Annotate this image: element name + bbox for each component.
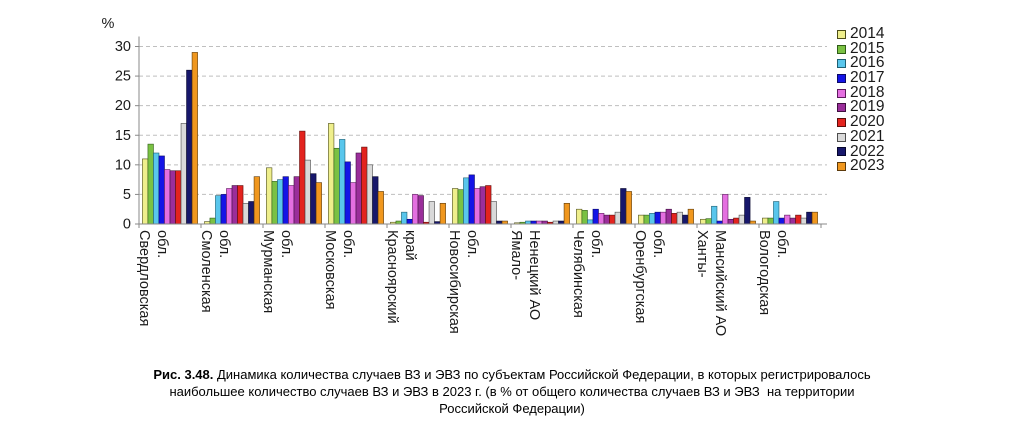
svg-text:0: 0 bbox=[123, 217, 131, 233]
svg-text:25: 25 bbox=[115, 69, 131, 85]
svg-text:15: 15 bbox=[115, 128, 131, 144]
svg-text:%: % bbox=[102, 16, 115, 32]
svg-text:20: 20 bbox=[115, 98, 131, 114]
svg-text:10: 10 bbox=[115, 157, 131, 173]
svg-text:30: 30 bbox=[115, 39, 131, 55]
svg-text:5: 5 bbox=[123, 187, 131, 203]
